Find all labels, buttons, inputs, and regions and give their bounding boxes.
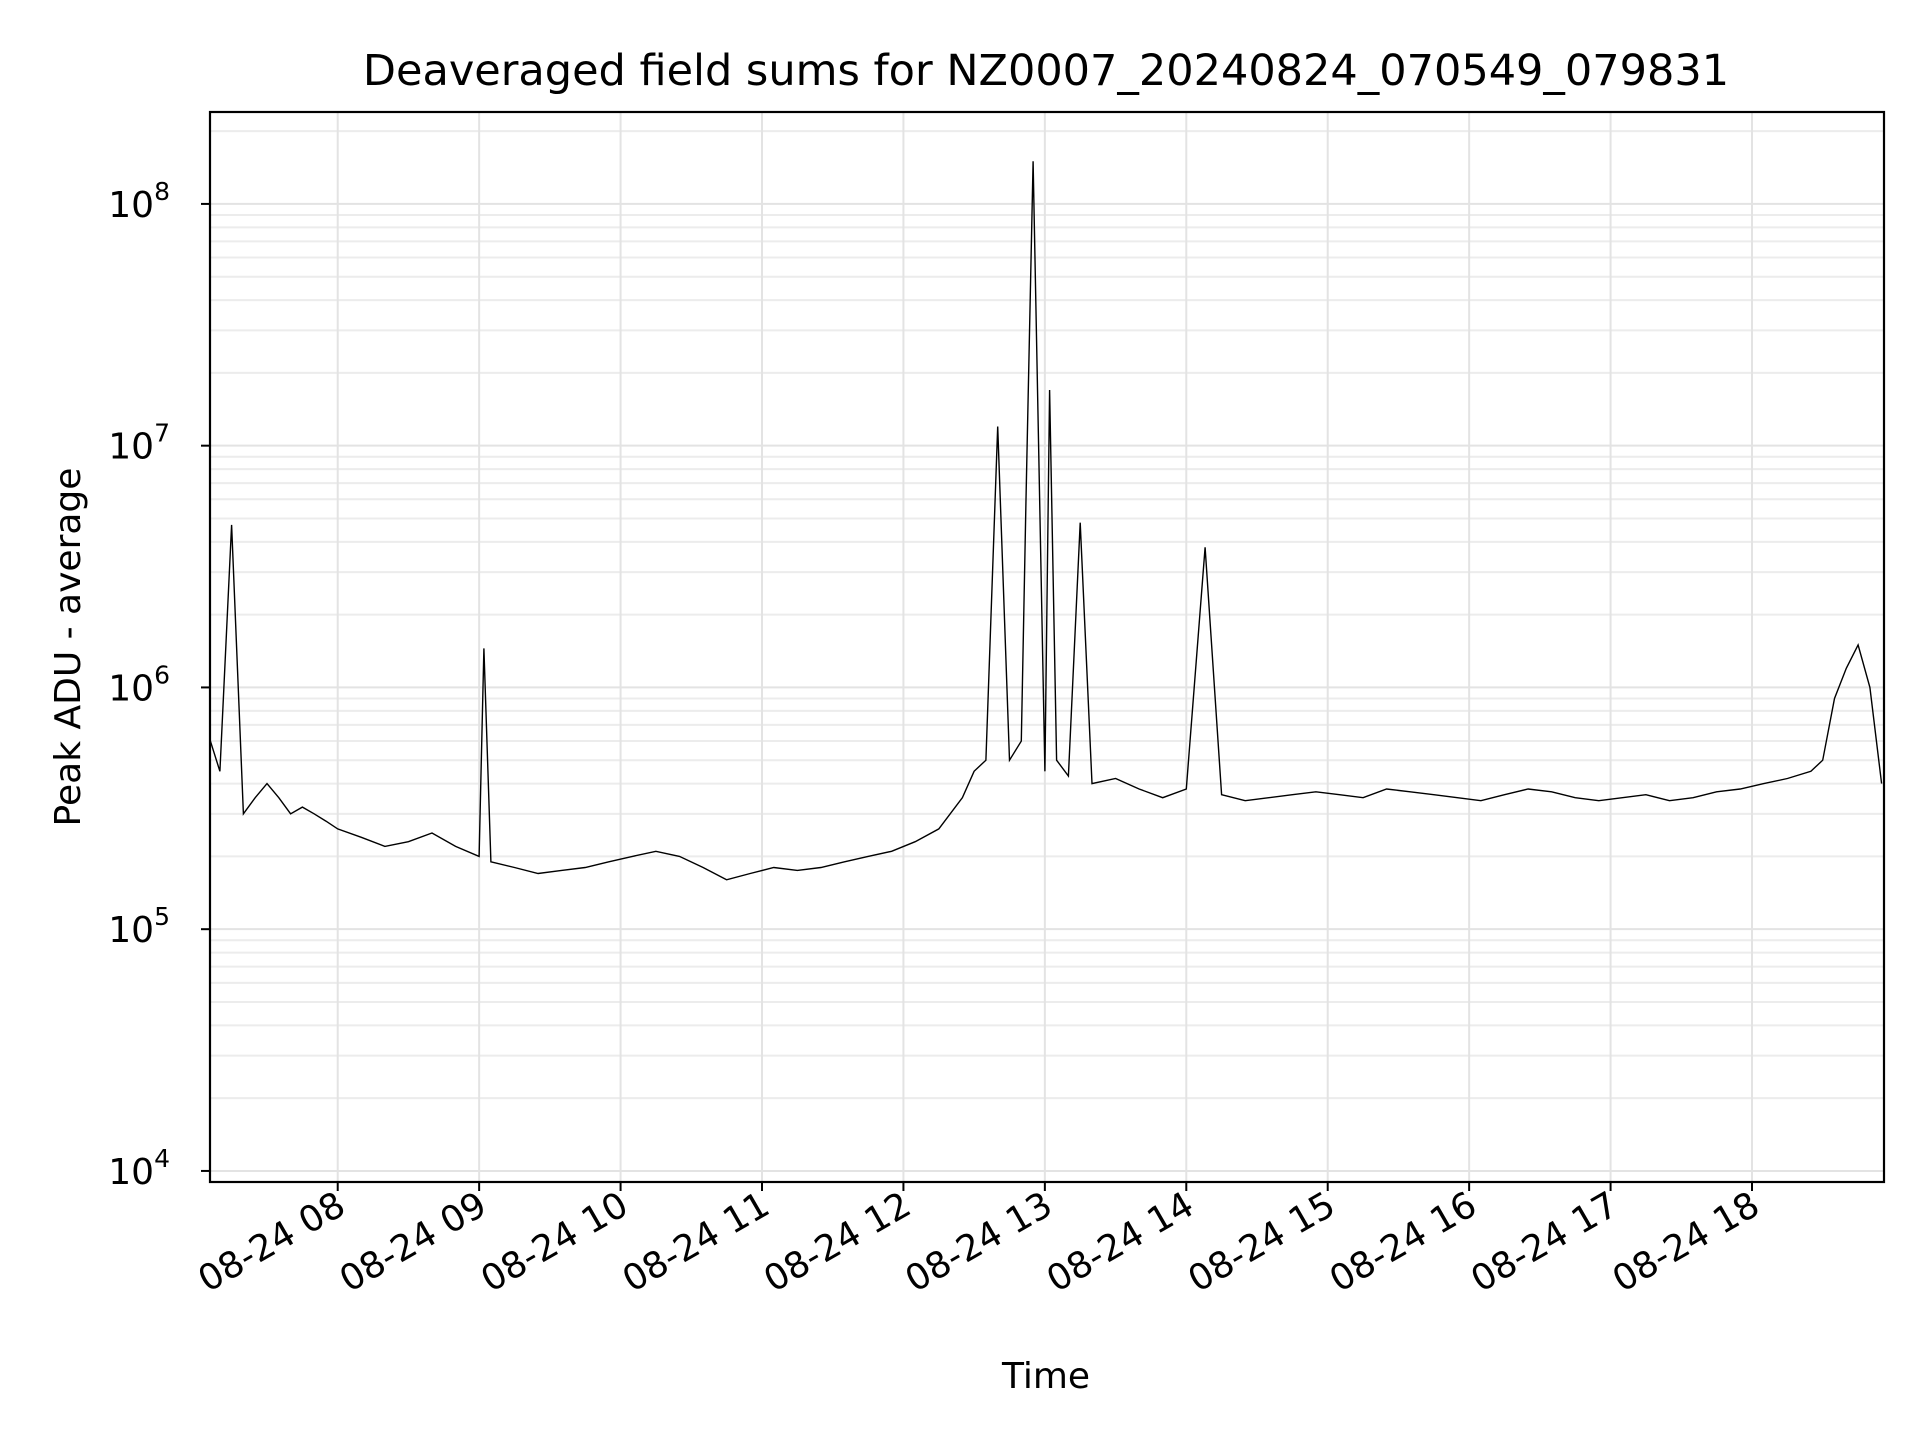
- plot-frame: [208, 110, 1886, 1184]
- y-tick-base: 10: [108, 1152, 154, 1193]
- y-tick-label: 10: [108, 185, 154, 226]
- y-tick-exponent: 7: [154, 419, 170, 448]
- y-tick-base: 10: [108, 185, 154, 226]
- series-layer: [209, 161, 1883, 881]
- series-line: [209, 161, 1883, 881]
- y-tick-exponent: 5: [154, 902, 170, 931]
- x-axis-label: Time: [1001, 1356, 1090, 1397]
- chart-title: Deaveraged field sums for NZ0007_2024082…: [363, 46, 1729, 96]
- y-tick-exponent: 6: [154, 660, 170, 689]
- y-tick-exponent: 8: [154, 177, 170, 206]
- y-tick-exponent: 4: [154, 1144, 170, 1173]
- y-tick-label: 10: [108, 910, 154, 951]
- y-tick-base: 10: [108, 910, 154, 951]
- y-tick-base: 10: [108, 668, 154, 709]
- y-tick-label: 10: [108, 427, 154, 468]
- y-axis-label: Peak ADU - average: [48, 468, 89, 827]
- y-tick-base: 10: [108, 427, 154, 468]
- y-tick-label: 10: [108, 1152, 154, 1193]
- y-tick-label: 10: [108, 668, 154, 709]
- grid-layer: [210, 112, 1884, 1183]
